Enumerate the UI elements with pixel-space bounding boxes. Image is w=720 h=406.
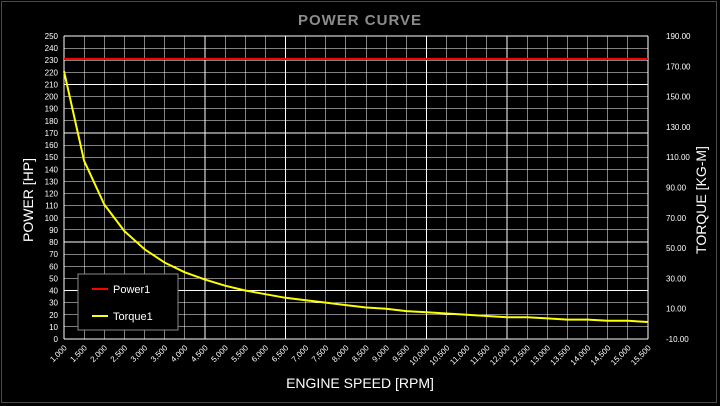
x-tick-label: 8,500	[350, 343, 371, 364]
legend: Power1 Torque1	[77, 273, 179, 331]
x-tick-label: 12,000	[488, 343, 512, 367]
x-tick-label: 2,000	[89, 343, 110, 364]
y-right-tick-label: 130.00	[666, 123, 691, 132]
y-left-tick-label: 190	[45, 105, 59, 114]
y-left-tick-label: 240	[45, 44, 59, 53]
y-right-tick-label: 170.00	[666, 62, 691, 71]
x-tick-label: 14,000	[569, 343, 593, 367]
y-right-axis-label: TORQUE [KG-M]	[693, 146, 709, 254]
y-right-tick-label: 70.00	[666, 214, 687, 223]
y-left-tick-label: 20	[49, 311, 58, 320]
y-left-tick-label: 60	[49, 262, 58, 271]
y-left-tick-label: 130	[45, 177, 59, 186]
y-left-tick-label: 90	[49, 226, 58, 235]
y-left-tick-label: 120	[45, 190, 59, 199]
y-right-tick-label: 150.00	[666, 93, 691, 102]
y-right-tick-label: 30.00	[666, 274, 687, 283]
x-tick-label: 2,500	[109, 343, 130, 364]
x-tick-label: 4,500	[189, 343, 210, 364]
x-tick-label: 1,000	[48, 343, 69, 364]
y-right-tick-label: 50.00	[666, 244, 687, 253]
y-left-tick-label: 0	[54, 335, 59, 344]
x-tick-label: 6,500	[270, 343, 291, 364]
x-tick-label: 15,000	[609, 343, 633, 367]
y-left-tick-label: 200	[45, 93, 59, 102]
y-right-tick-label: 190.00	[666, 32, 691, 41]
y-left-tick-label: 220	[45, 68, 59, 77]
y-left-tick-label: 30	[49, 299, 58, 308]
x-tick-label: 7,500	[310, 343, 331, 364]
x-tick-label: 3,500	[149, 343, 170, 364]
x-axis-label: ENGINE SPEED [RPM]	[286, 375, 434, 391]
x-tick-label: 5,000	[209, 343, 230, 364]
y-left-tick-label: 210	[45, 80, 59, 89]
x-tick-label: 10,000	[408, 343, 432, 367]
x-tick-label: 10,500	[428, 343, 452, 367]
x-tick-label: 8,000	[330, 343, 351, 364]
x-tick-label: 7,000	[290, 343, 311, 364]
x-tick-label: 14,500	[589, 343, 613, 367]
x-tick-label: 3,000	[129, 343, 150, 364]
y-left-tick-label: 160	[45, 141, 59, 150]
series-lines	[63, 58, 649, 323]
x-tick-label: 5,500	[230, 343, 251, 364]
x-tick-label: 6,000	[250, 343, 271, 364]
x-tick-labels: 1,000 1,500 2,000 2,500 3,000 3,500 4,000 4,500…	[48, 343, 653, 367]
axes	[63, 36, 649, 340]
x-tick-label: 1,500	[68, 343, 89, 364]
y-left-tick-label: 10	[49, 323, 58, 332]
chart-title: POWER CURVE	[298, 12, 422, 29]
y-left-tick-label: 180	[45, 117, 59, 126]
y-right-tick-label: 90.00	[666, 184, 687, 193]
y-left-tick-labels: 0 10 20 30 40 50 60 70 80 90 100 110 120 130 140 150 160…	[45, 32, 59, 344]
y-right-tick-label: 10.00	[666, 305, 687, 314]
y-left-tick-label: 230	[45, 56, 59, 65]
x-tick-label: 9,000	[370, 343, 391, 364]
legend-label-power1: Power1	[113, 284, 150, 296]
x-tick-label: 13,500	[549, 343, 573, 367]
y-left-tick-label: 110	[45, 202, 58, 211]
x-tick-label: 11,500	[468, 343, 492, 367]
y-left-tick-label: 140	[45, 165, 59, 174]
legend-label-torque1: Torque1	[113, 311, 153, 323]
y-left-tick-label: 40	[49, 287, 58, 296]
x-tick-label: 12,500	[508, 343, 532, 367]
grid-lines	[63, 35, 649, 340]
legend-box	[77, 273, 179, 331]
y-left-tick-label: 250	[45, 32, 59, 41]
y-left-tick-label: 100	[45, 214, 59, 223]
x-tick-label: 11,000	[448, 343, 472, 367]
y-right-tick-labels: -10.00 10.00 30.00 50.00 70.00 90.00 110.00 130…	[666, 32, 691, 344]
y-left-tick-label: 50	[49, 274, 58, 283]
y-left-axis-label: POWER [HP]	[20, 158, 36, 242]
y-right-tick-label: 110.00	[666, 153, 690, 162]
y-right-tick-label: -10.00	[666, 335, 689, 344]
y-left-tick-label: 170	[45, 129, 59, 138]
series-line-torque1	[63, 70, 649, 323]
y-left-tick-label: 150	[45, 153, 59, 162]
y-left-tick-label: 80	[49, 238, 58, 247]
y-left-tick-label: 70	[49, 250, 58, 259]
x-tick-label: 13,000	[528, 343, 552, 367]
x-tick-label: 4,000	[169, 343, 190, 364]
x-tick-label: 15,500	[629, 343, 653, 367]
